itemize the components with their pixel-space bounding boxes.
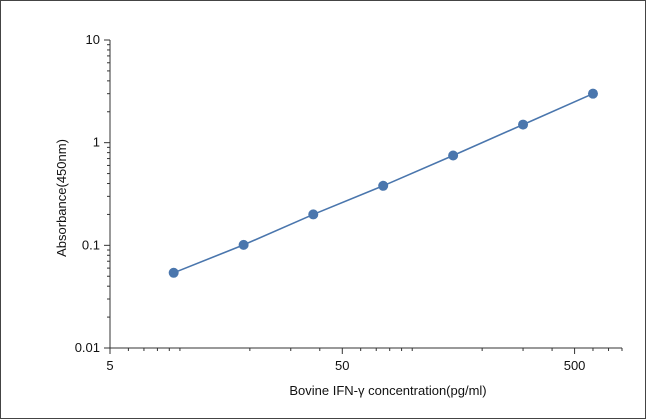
x-axis-title: Bovine IFN-γ concentration(pg/ml): [289, 383, 486, 398]
ticks: 5 50 500 0.01 0.1 1 10: [75, 32, 623, 373]
x-tick-label: 50: [335, 358, 349, 373]
y-tick-label: 10: [86, 32, 100, 47]
y-axis-title: Absorbance(450nm): [54, 139, 69, 257]
data-point: [238, 239, 249, 250]
data-point: [308, 209, 319, 220]
data-point: [448, 150, 459, 161]
data-point: [587, 88, 598, 99]
y-tick-label: 1: [93, 135, 100, 150]
y-tick-label: 0.01: [75, 340, 100, 355]
y-tick-label: 0.1: [82, 237, 100, 252]
data-point: [168, 267, 179, 278]
series-layer: [168, 88, 598, 278]
x-tick-label: 500: [564, 358, 586, 373]
axes: [109, 40, 622, 349]
x-tick-label: 5: [106, 358, 113, 373]
data-point: [378, 180, 389, 191]
data-point: [518, 119, 529, 130]
